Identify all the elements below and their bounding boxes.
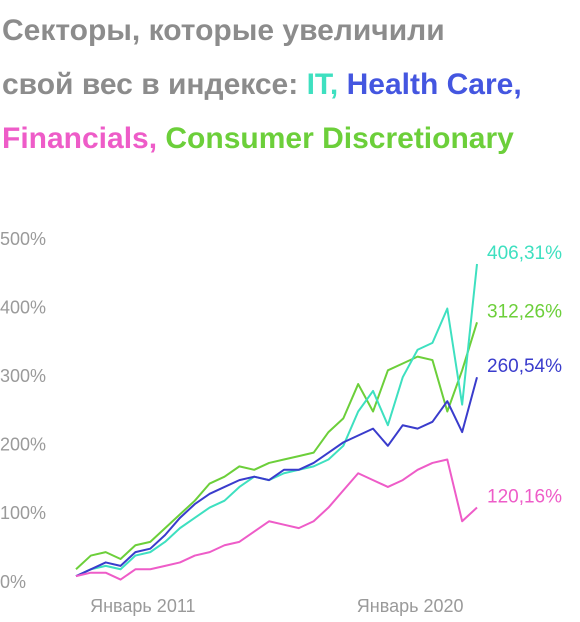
title-part: Health Care, bbox=[346, 68, 522, 101]
end-label: 406,31% bbox=[487, 243, 562, 264]
y-tick-label: 500% bbox=[0, 229, 46, 249]
title-part: Financials, bbox=[2, 122, 166, 155]
y-tick-label: 200% bbox=[0, 435, 46, 455]
series-line bbox=[75, 322, 478, 571]
title-part: Consumer Discretionary bbox=[165, 122, 514, 155]
y-tick-label: 0% bbox=[0, 572, 26, 592]
series-line bbox=[75, 458, 478, 581]
y-tick-label: 300% bbox=[0, 366, 46, 386]
series-line bbox=[75, 263, 478, 578]
end-label: 260,54% bbox=[487, 356, 562, 377]
title-part: Секторы, которые увеличили свой вес в ин… bbox=[2, 14, 445, 101]
chart-title: Секторы, которые увеличили свой вес в ин… bbox=[2, 4, 522, 166]
series-line bbox=[75, 376, 478, 578]
x-tick-label: Январь 2011 bbox=[90, 596, 195, 616]
title-part: IT, bbox=[306, 68, 347, 101]
y-tick-label: 100% bbox=[0, 503, 46, 523]
end-label: 312,26% bbox=[487, 301, 562, 322]
x-tick-label: Январь 2020 bbox=[357, 596, 464, 616]
y-tick-label: 400% bbox=[0, 297, 46, 317]
end-label: 120,16% bbox=[487, 487, 562, 508]
